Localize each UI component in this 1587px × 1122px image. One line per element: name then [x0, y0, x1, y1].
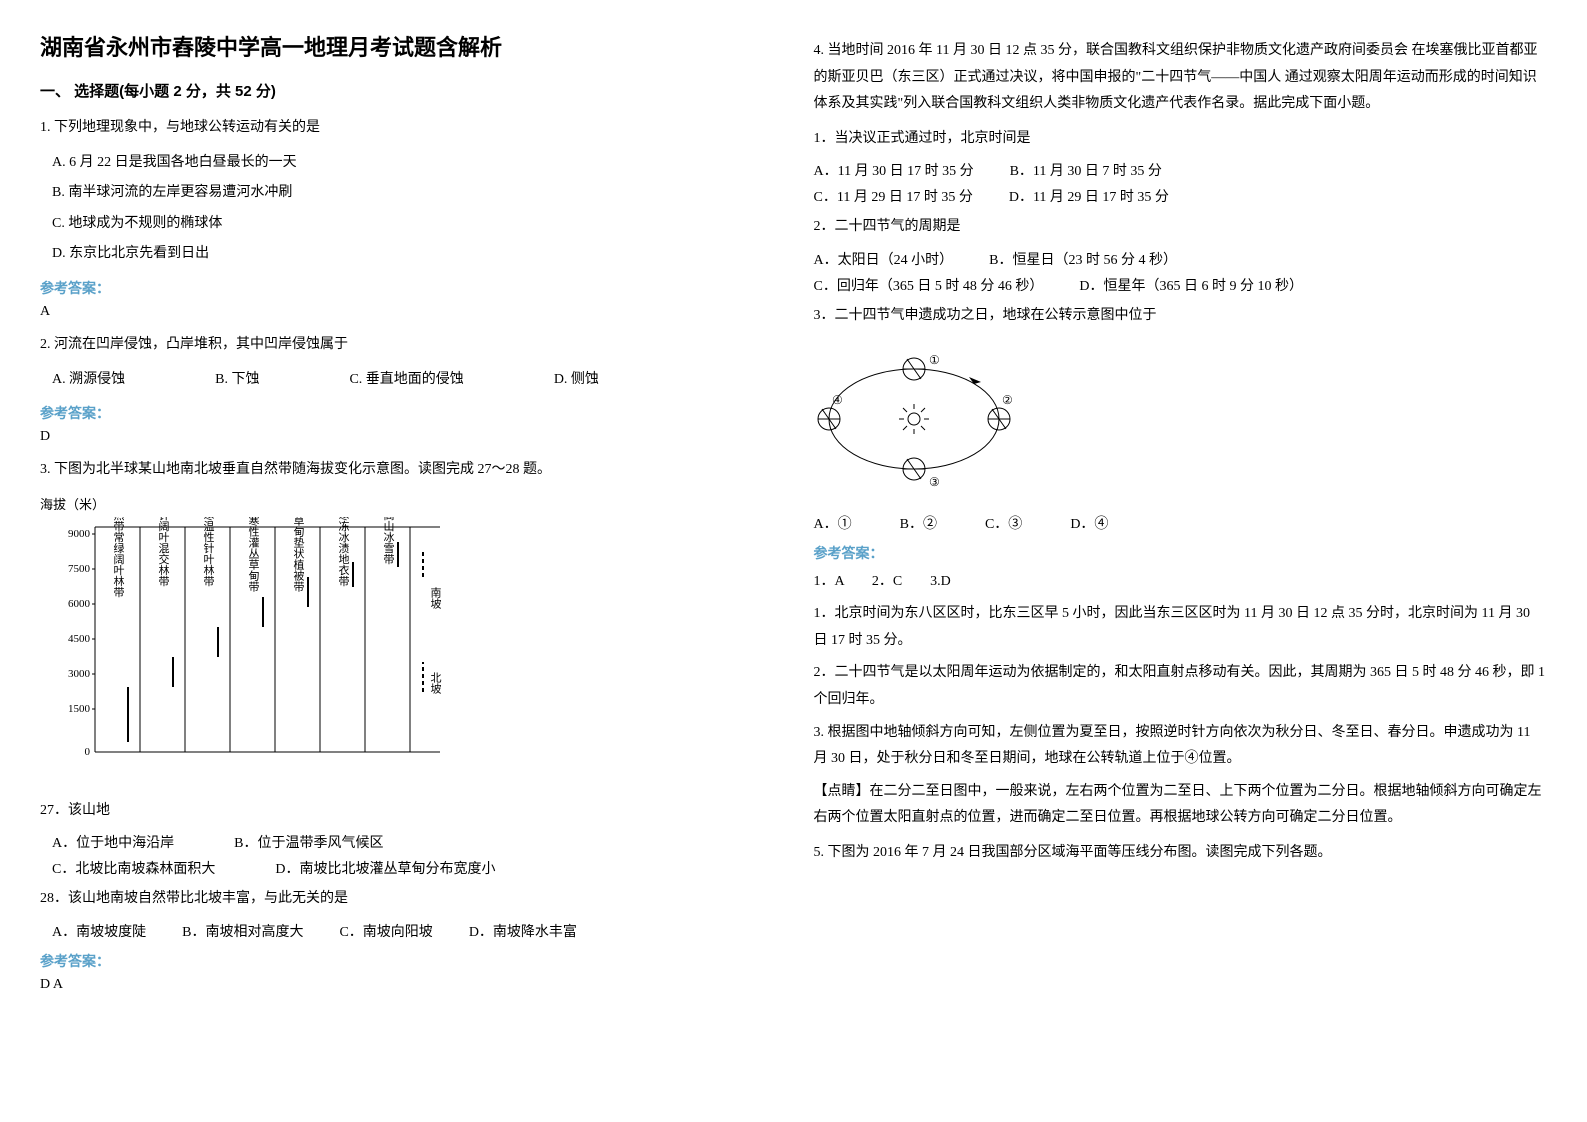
q4-s2c: C．回归年（365 日 5 时 48 分 46 秒） [814, 275, 1044, 295]
q2-opts: A. 溯源侵蚀 B. 下蚀 C. 垂直地面的侵蚀 D. 侧蚀 [52, 367, 774, 394]
q28-opts: A．南坡坡度陡 B．南坡相对高度大 C．南坡向阳坡 D．南坡降水丰富 [52, 921, 774, 941]
q4-s1c: C．11 月 29 日 17 时 35 分 [814, 186, 973, 206]
q4-ans-header: 1．A 2．C 3.D [814, 569, 1548, 596]
q4-s3a: A．① [814, 513, 852, 533]
q2-stem: 2. 河流在凹岸侵蚀，凸岸堆积，其中凹岸侵蚀属于 [40, 332, 774, 359]
answer-label: 参考答案： [40, 278, 774, 298]
q4-sub2-opts2: C．回归年（365 日 5 时 48 分 46 秒） D．恒星年（365 日 6… [814, 275, 1548, 295]
q2-stem-text: 2. 河流在凹岸侵蚀，凸岸堆积，其中凹岸侵蚀属于 [40, 337, 348, 352]
svg-text:④: ④ [832, 393, 843, 407]
svg-text:山地寒温性针叶林带: 山地寒温性针叶林带 [202, 517, 215, 587]
svg-text:高山寒冻冰渍地衣带: 高山寒冻冰渍地衣带 [337, 517, 350, 587]
svg-text:高山冰雪带: 高山冰雪带 [382, 517, 395, 565]
q2-opt-a: A. 溯源侵蚀 [52, 367, 125, 394]
altitude-chart-svg: 9000 7500 6000 4500 3000 1500 0 [40, 517, 460, 777]
svg-text:高山冻草甸垫状植被带: 高山冻草甸垫状植被带 [292, 517, 305, 593]
q2-opt-b: B. 下蚀 [215, 367, 259, 394]
q3-stem: 3. 下图为北半球某山地南北坡垂直自然带随海拔变化示意图。读图完成 27～28 … [40, 457, 774, 484]
svg-text:③: ③ [929, 475, 940, 489]
svg-text:6000: 6000 [68, 598, 91, 610]
q27-opt-b: B．位于温带季风气候区 [234, 832, 383, 852]
q27-opt-a: A．位于地中海沿岸 [52, 832, 174, 852]
q4-s1b: B．11 月 30 日 7 时 35 分 [1010, 160, 1162, 180]
svg-text:1500: 1500 [68, 703, 91, 715]
q4-s3b: B．② [900, 513, 937, 533]
q4-s1a: A．11 月 30 日 17 时 35 分 [814, 160, 974, 180]
q4-sub2-opts1: A．太阳日（24 小时） B．恒星日（23 时 56 分 4 秒） [814, 249, 1548, 269]
svg-text:①: ① [929, 353, 940, 367]
svg-text:9000: 9000 [68, 528, 91, 540]
q1-opt-d: D. 东京比北京先看到日出 [52, 241, 774, 268]
orbit-svg: ① ② ③ ④ [814, 344, 1014, 494]
q27-opts-1: A．位于地中海沿岸 B．位于温带季风气候区 [52, 832, 774, 852]
q28-opt-b: B．南坡相对高度大 [182, 921, 303, 941]
q1-stem: 1. 下列地理现象中，与地球公转运动有关的是 [40, 115, 774, 142]
q4-stem: 4. 当地时间 2016 年 11 月 30 日 12 点 35 分，联合国教科… [814, 38, 1548, 118]
q4-s2a: A．太阳日（24 小时） [814, 249, 954, 269]
answer-label: 参考答案： [814, 543, 1548, 563]
q1-answer: A [40, 304, 774, 320]
q4-sub3-opts: A．① B．② C．③ D．④ [814, 513, 1548, 533]
svg-text:亚高山寒性灌丛草甸带: 亚高山寒性灌丛草甸带 [247, 517, 260, 593]
chart-title: 海拔（米） [40, 494, 774, 513]
q3-answer: D A [40, 977, 774, 993]
svg-text:3000: 3000 [68, 668, 91, 680]
section-heading: 一、 选择题(每小题 2 分，共 52 分) [40, 80, 774, 101]
q4-sub1: 1．当决议正式通过时，北京时间是 [814, 126, 1548, 153]
altitude-chart: 海拔（米） 9000 7500 6000 4500 3000 1500 0 [40, 494, 774, 782]
q4-sub3: 3．二十四节气申遗成功之日，地球在公转示意图中位于 [814, 303, 1548, 330]
q2-answer: D [40, 429, 774, 445]
q27-opt-d: D．南坡比北坡灌丛草甸分布宽度小 [275, 858, 495, 878]
q4-sub2: 2．二十四节气的周期是 [814, 214, 1548, 241]
orbit-diagram: ① ② ③ ④ [814, 344, 1548, 499]
svg-text:②: ② [1002, 393, 1013, 407]
q4-s2d: D．恒星年（365 日 6 时 9 分 10 秒） [1079, 275, 1303, 295]
q27-opt-c: C．北坡比南坡森林面积大 [52, 858, 215, 878]
q28-opt-c: C．南坡向阳坡 [339, 921, 432, 941]
page-title: 湖南省永州市舂陵中学高一地理月考试题含解析 [40, 30, 774, 62]
svg-text:北坡: 北坡 [429, 671, 442, 694]
q4-sub1-opts1: A．11 月 30 日 17 时 35 分 B．11 月 30 日 7 时 35… [814, 160, 1548, 180]
q1-opt-a: A. 6 月 22 日是我国各地白昼最长的一天 [52, 150, 774, 177]
q4-exp2: 2．二十四节气是以太阳周年运动为依据制定的，和太阳直射点移动有关。因此，其周期为… [814, 660, 1548, 713]
q4-s2b: B．恒星日（23 时 56 分 4 秒） [989, 249, 1177, 269]
q4-s3c: C．③ [985, 513, 1022, 533]
svg-text:山地亚热带常绿阔叶林带: 山地亚热带常绿阔叶林带 [112, 517, 125, 598]
q5-stem: 5. 下图为 2016 年 7 月 24 日我国部分区域海平面等压线分布图。读图… [814, 840, 1548, 867]
answer-label: 参考答案： [40, 951, 774, 971]
q4-exp1: 1．北京时间为东八区区时，比东三区早 5 小时，因此当东三区区时为 11 月 3… [814, 601, 1548, 654]
q28-stem: 28．该山地南坡自然带比北坡丰富，与此无关的是 [40, 886, 774, 913]
q28-opt-d: D．南坡降水丰富 [469, 921, 577, 941]
right-column: 4. 当地时间 2016 年 11 月 30 日 12 点 35 分，联合国教科… [814, 30, 1548, 1005]
q4-s1d: D．11 月 29 日 17 时 35 分 [1009, 186, 1169, 206]
q27-opts-2: C．北坡比南坡森林面积大 D．南坡比北坡灌丛草甸分布宽度小 [52, 858, 774, 878]
q28-opt-a: A．南坡坡度陡 [52, 921, 146, 941]
q2-opt-d: D. 侧蚀 [554, 367, 599, 394]
left-column: 湖南省永州市舂陵中学高一地理月考试题含解析 一、 选择题(每小题 2 分，共 5… [40, 30, 774, 1005]
q4-tip: 【点睛】在二分二至日图中，一般来说，左右两个位置为二至日、上下两个位置为二分日。… [814, 779, 1548, 832]
q4-exp3: 3. 根据图中地轴倾斜方向可知，左侧位置为夏至日，按照逆时针方向依次为秋分日、冬… [814, 720, 1548, 773]
answer-label: 参考答案： [40, 403, 774, 423]
svg-text:7500: 7500 [68, 563, 91, 575]
q4-sub1-opts2: C．11 月 29 日 17 时 35 分 D．11 月 29 日 17 时 3… [814, 186, 1548, 206]
q4-s3d: D．④ [1070, 513, 1108, 533]
q27-stem: 27．该山地 [40, 798, 774, 825]
q2-opt-c: C. 垂直地面的侵蚀 [349, 367, 463, 394]
svg-text:南坡: 南坡 [429, 586, 442, 609]
svg-text:4500: 4500 [68, 633, 91, 645]
svg-text:山地针阔叶混交林带: 山地针阔叶混交林带 [157, 517, 170, 587]
q1-opt-b: B. 南半球河流的左岸更容易遭河水冲刷 [52, 180, 774, 207]
svg-text:0: 0 [85, 746, 91, 758]
q1-opt-c: C. 地球成为不规则的椭球体 [52, 211, 774, 238]
